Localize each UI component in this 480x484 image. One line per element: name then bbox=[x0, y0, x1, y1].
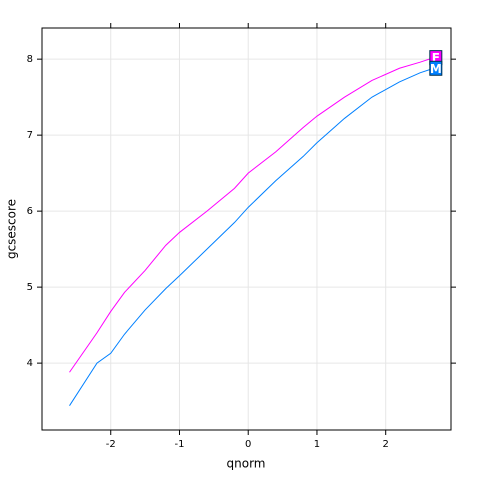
series-line bbox=[69, 67, 434, 406]
y-tick-label: 4 bbox=[27, 358, 33, 369]
x-tick-label: 0 bbox=[245, 439, 251, 450]
y-axis-label: gcsescore bbox=[5, 199, 19, 259]
x-tick-label: 1 bbox=[314, 439, 320, 450]
y-tick-label: 6 bbox=[27, 206, 33, 217]
series-label-text: M bbox=[430, 62, 442, 76]
x-tick-label: -2 bbox=[106, 439, 116, 450]
x-axis-label: qnorm bbox=[227, 457, 266, 471]
y-tick-label: 8 bbox=[27, 54, 33, 65]
x-tick-label: 2 bbox=[383, 439, 389, 450]
series-label: M bbox=[429, 60, 443, 76]
plot-frame bbox=[41, 27, 452, 431]
y-tick-label: 5 bbox=[27, 282, 33, 293]
series-line bbox=[69, 57, 434, 373]
x-tick-label: -1 bbox=[174, 439, 184, 450]
series-label-text: F bbox=[432, 51, 440, 65]
series-label-box bbox=[429, 60, 443, 76]
y-tick-label: 7 bbox=[27, 130, 33, 141]
